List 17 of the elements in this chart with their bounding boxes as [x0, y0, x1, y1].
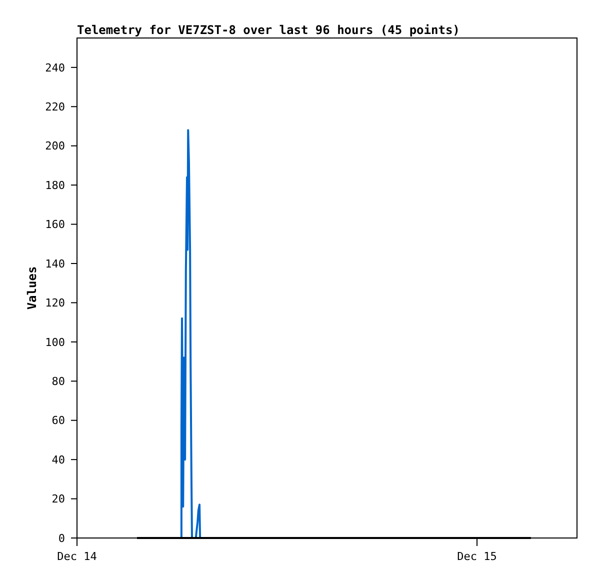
y-tick-label: 200: [45, 140, 65, 153]
y-tick-label: 100: [45, 336, 65, 349]
y-tick-label: 140: [45, 257, 65, 270]
y-tick-label: 0: [58, 532, 65, 545]
y-tick-label: 20: [52, 492, 65, 506]
x-tick-label: Dec 14: [57, 550, 98, 563]
y-tick-label: 80: [52, 374, 65, 388]
y-tick-label: 220: [45, 100, 65, 114]
y-axis-title: Values: [25, 266, 39, 310]
y-tick-label: 160: [45, 218, 65, 232]
y-tick-label: 120: [45, 296, 65, 310]
y-tick-label: 240: [45, 61, 65, 74]
y-tick-label: 180: [45, 178, 65, 192]
y-tick-label: 60: [52, 414, 65, 428]
y-tick-label: 40: [52, 453, 65, 466]
chart-title: Telemetry for VE7ZST-8 over last 96 hours (45 points): [77, 23, 460, 37]
x-tick-label: Dec 15: [457, 550, 497, 563]
